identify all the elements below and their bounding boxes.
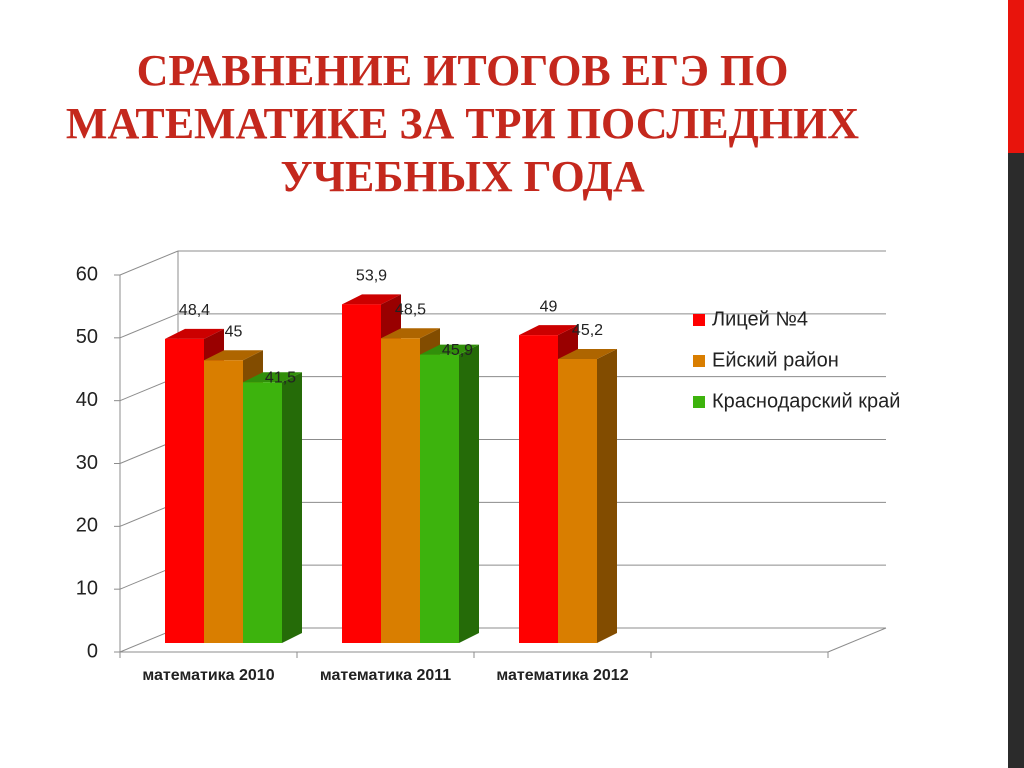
x-tick-label: математика 2011 [319, 667, 452, 684]
bar-top [243, 372, 302, 383]
legend-label: Краснодарский край [712, 390, 900, 412]
legend-swatch [693, 355, 705, 367]
value-label: 45,9 [442, 342, 473, 359]
bar [204, 360, 243, 643]
legend-swatch [693, 396, 705, 408]
bar-side [459, 344, 479, 643]
bar [420, 354, 459, 643]
bar-side [597, 348, 617, 643]
x-tick-label: математика 2010 [142, 667, 275, 684]
value-label: 53,9 [356, 268, 387, 285]
value-label: 48,5 [395, 301, 426, 318]
bar-top [420, 344, 479, 355]
value-label: 49 [540, 298, 558, 315]
bar [243, 382, 282, 643]
side-accent [1008, 0, 1024, 153]
side-accent-dark [1008, 153, 1024, 768]
value-label: 48,4 [179, 302, 210, 319]
y-tick-label: 40 [76, 389, 98, 411]
legend-swatch [693, 314, 705, 326]
bar [381, 338, 420, 643]
value-label: 41,5 [265, 369, 296, 386]
chart: 0 10 20 30 40 50 60 48,4 53,9 49 Лицей №4 45 48,5 45,… [76, 250, 900, 662]
x-tick-label: математика 2012 [496, 667, 629, 684]
value-label: 45 [225, 323, 243, 340]
bar-top [204, 350, 263, 361]
y-tick-label: 10 [76, 577, 98, 599]
bar-side [282, 372, 302, 643]
y-tick-label: 30 [76, 452, 98, 474]
value-label: 45,2 [572, 322, 603, 339]
grid-line [119, 313, 179, 339]
y-tick-label: 20 [76, 515, 98, 537]
bar-top [381, 328, 440, 339]
bar-top [342, 294, 401, 305]
legend-label: Лицей №4 [712, 308, 808, 330]
floor-right [827, 627, 887, 653]
chart-title: СРАВНЕНИЕ ИТОГОВ ЕГЭ ПО МАТЕМАТИКЕ ЗА ТР… [65, 46, 860, 201]
bar [558, 358, 597, 643]
bar-top [519, 325, 578, 336]
y-tick-label: 60 [76, 263, 98, 285]
y-tick-label: 0 [87, 640, 98, 662]
grid-line [119, 250, 179, 276]
bar-top [165, 328, 224, 339]
bar [342, 304, 381, 643]
bar [519, 335, 558, 643]
bar [165, 338, 204, 643]
legend-label: Ейский район [712, 349, 839, 371]
y-tick-label: 50 [76, 326, 98, 348]
bar-top [558, 348, 617, 359]
